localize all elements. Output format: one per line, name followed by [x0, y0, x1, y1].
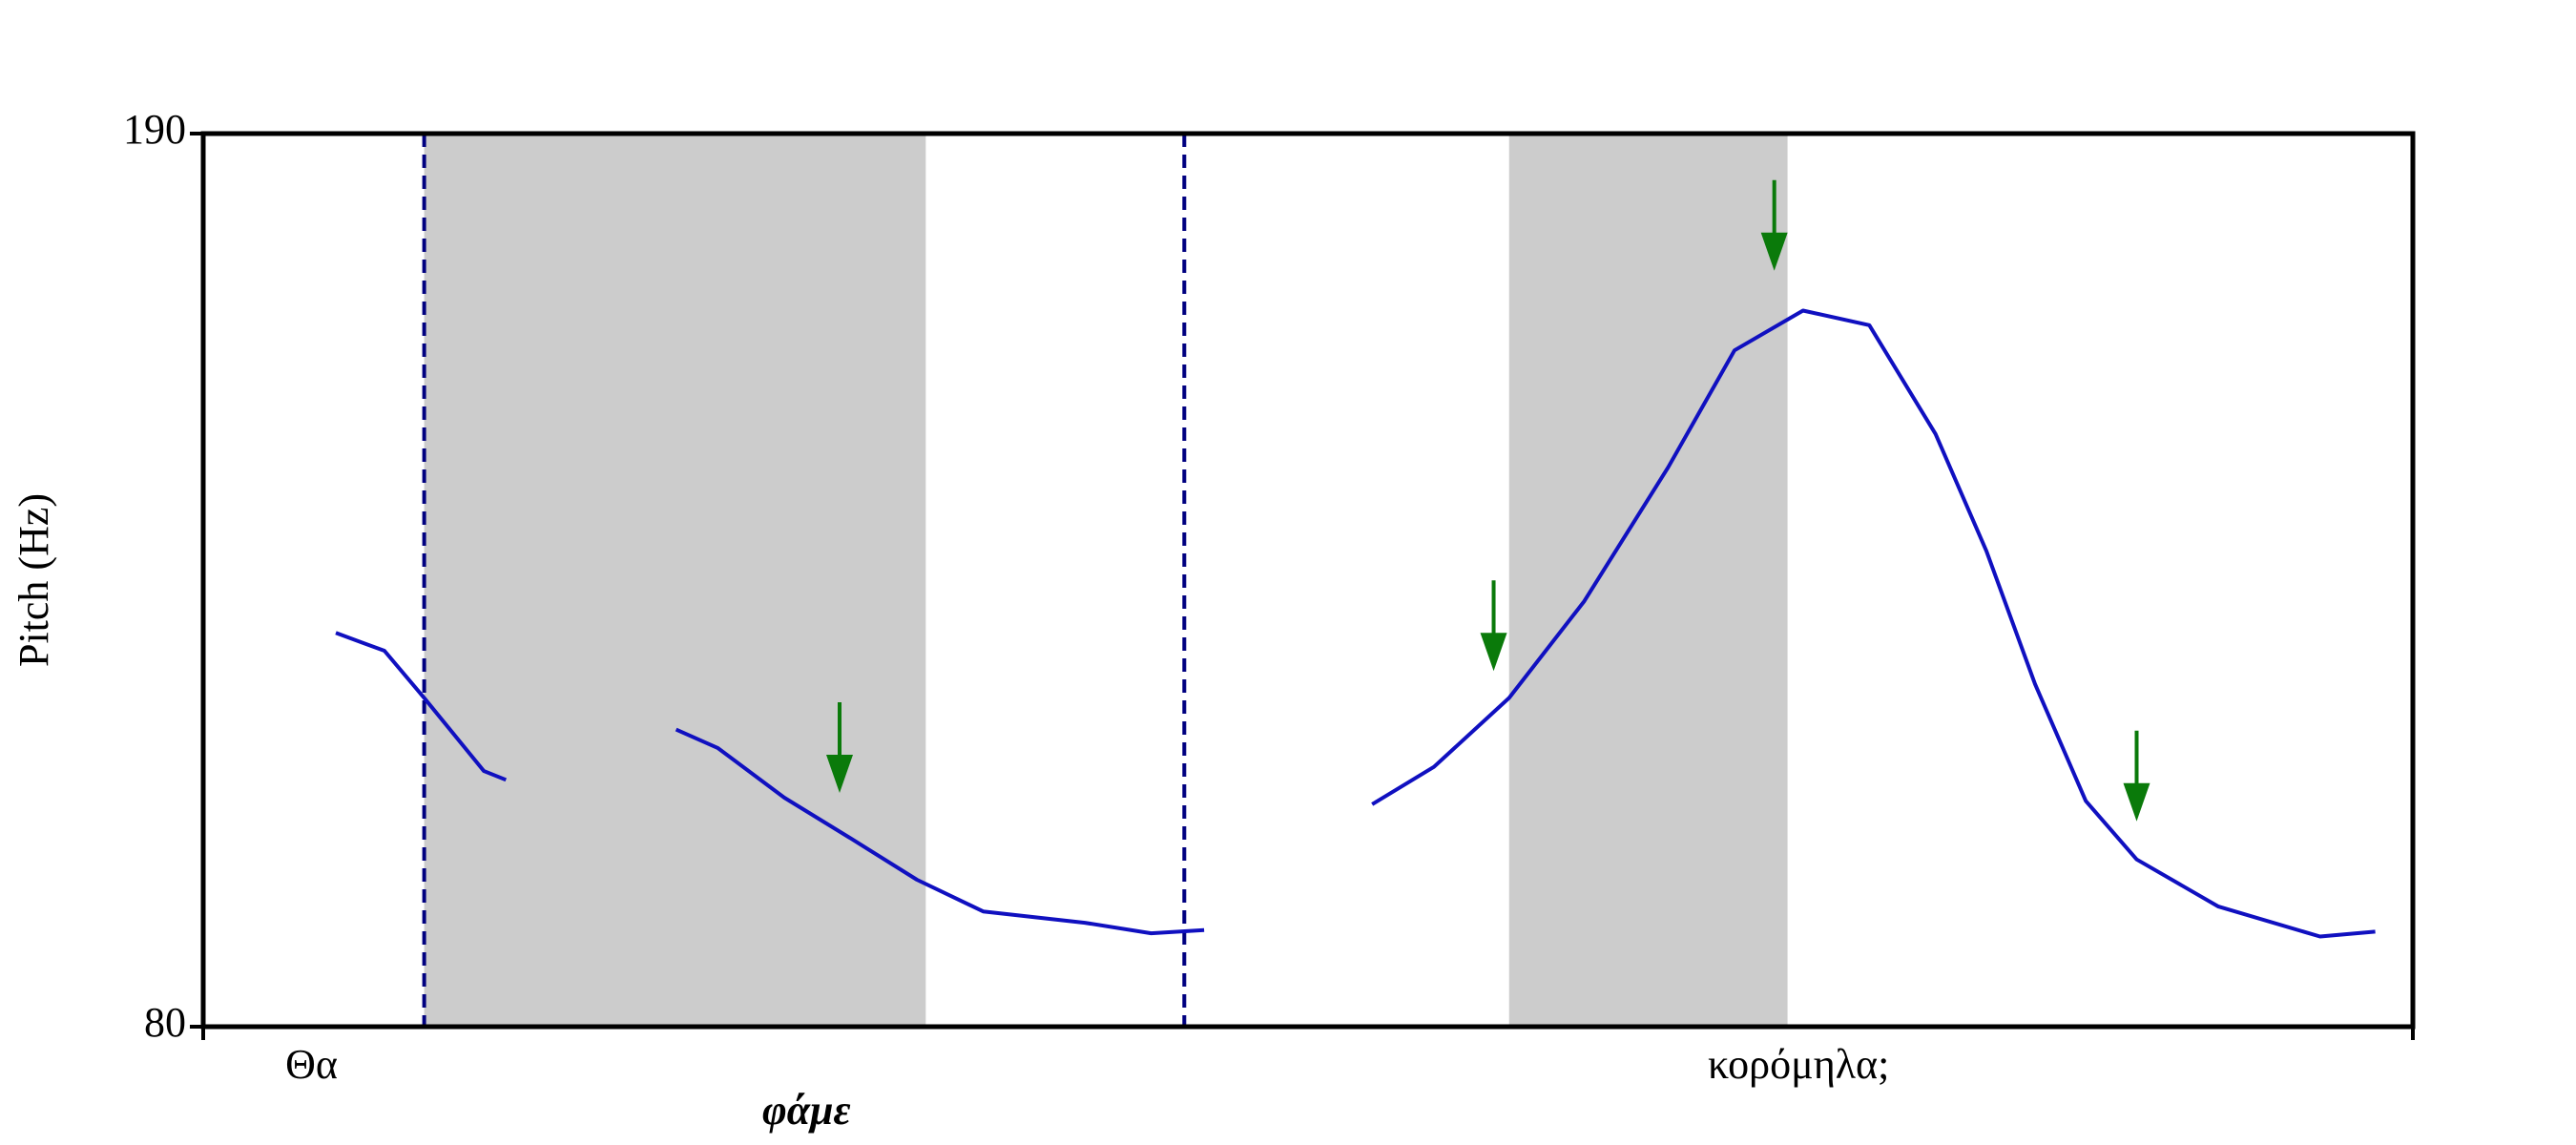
arrow	[1760, 179, 1788, 271]
plot-frame	[200, 131, 2416, 1030]
word-label: φάμε	[762, 1087, 851, 1134]
arrow-head	[826, 754, 854, 793]
arrow	[1480, 580, 1507, 672]
shaded-region	[1508, 134, 1788, 1027]
arrow-head	[1760, 232, 1788, 271]
arrow	[826, 701, 854, 793]
y-axis-label: Pitch (Hz)	[10, 493, 57, 667]
word-label: Θα	[285, 1041, 338, 1088]
y-tick-label: 80	[144, 999, 186, 1046]
pitch-contour	[335, 308, 2376, 939]
y-tick-label: 190	[123, 106, 186, 153]
arrow	[2123, 730, 2150, 822]
shaded-region	[424, 134, 926, 1027]
arrow-head	[1480, 633, 1507, 672]
word-label: κορόμηλα;	[1708, 1041, 1889, 1088]
arrow-head	[2123, 782, 2150, 822]
